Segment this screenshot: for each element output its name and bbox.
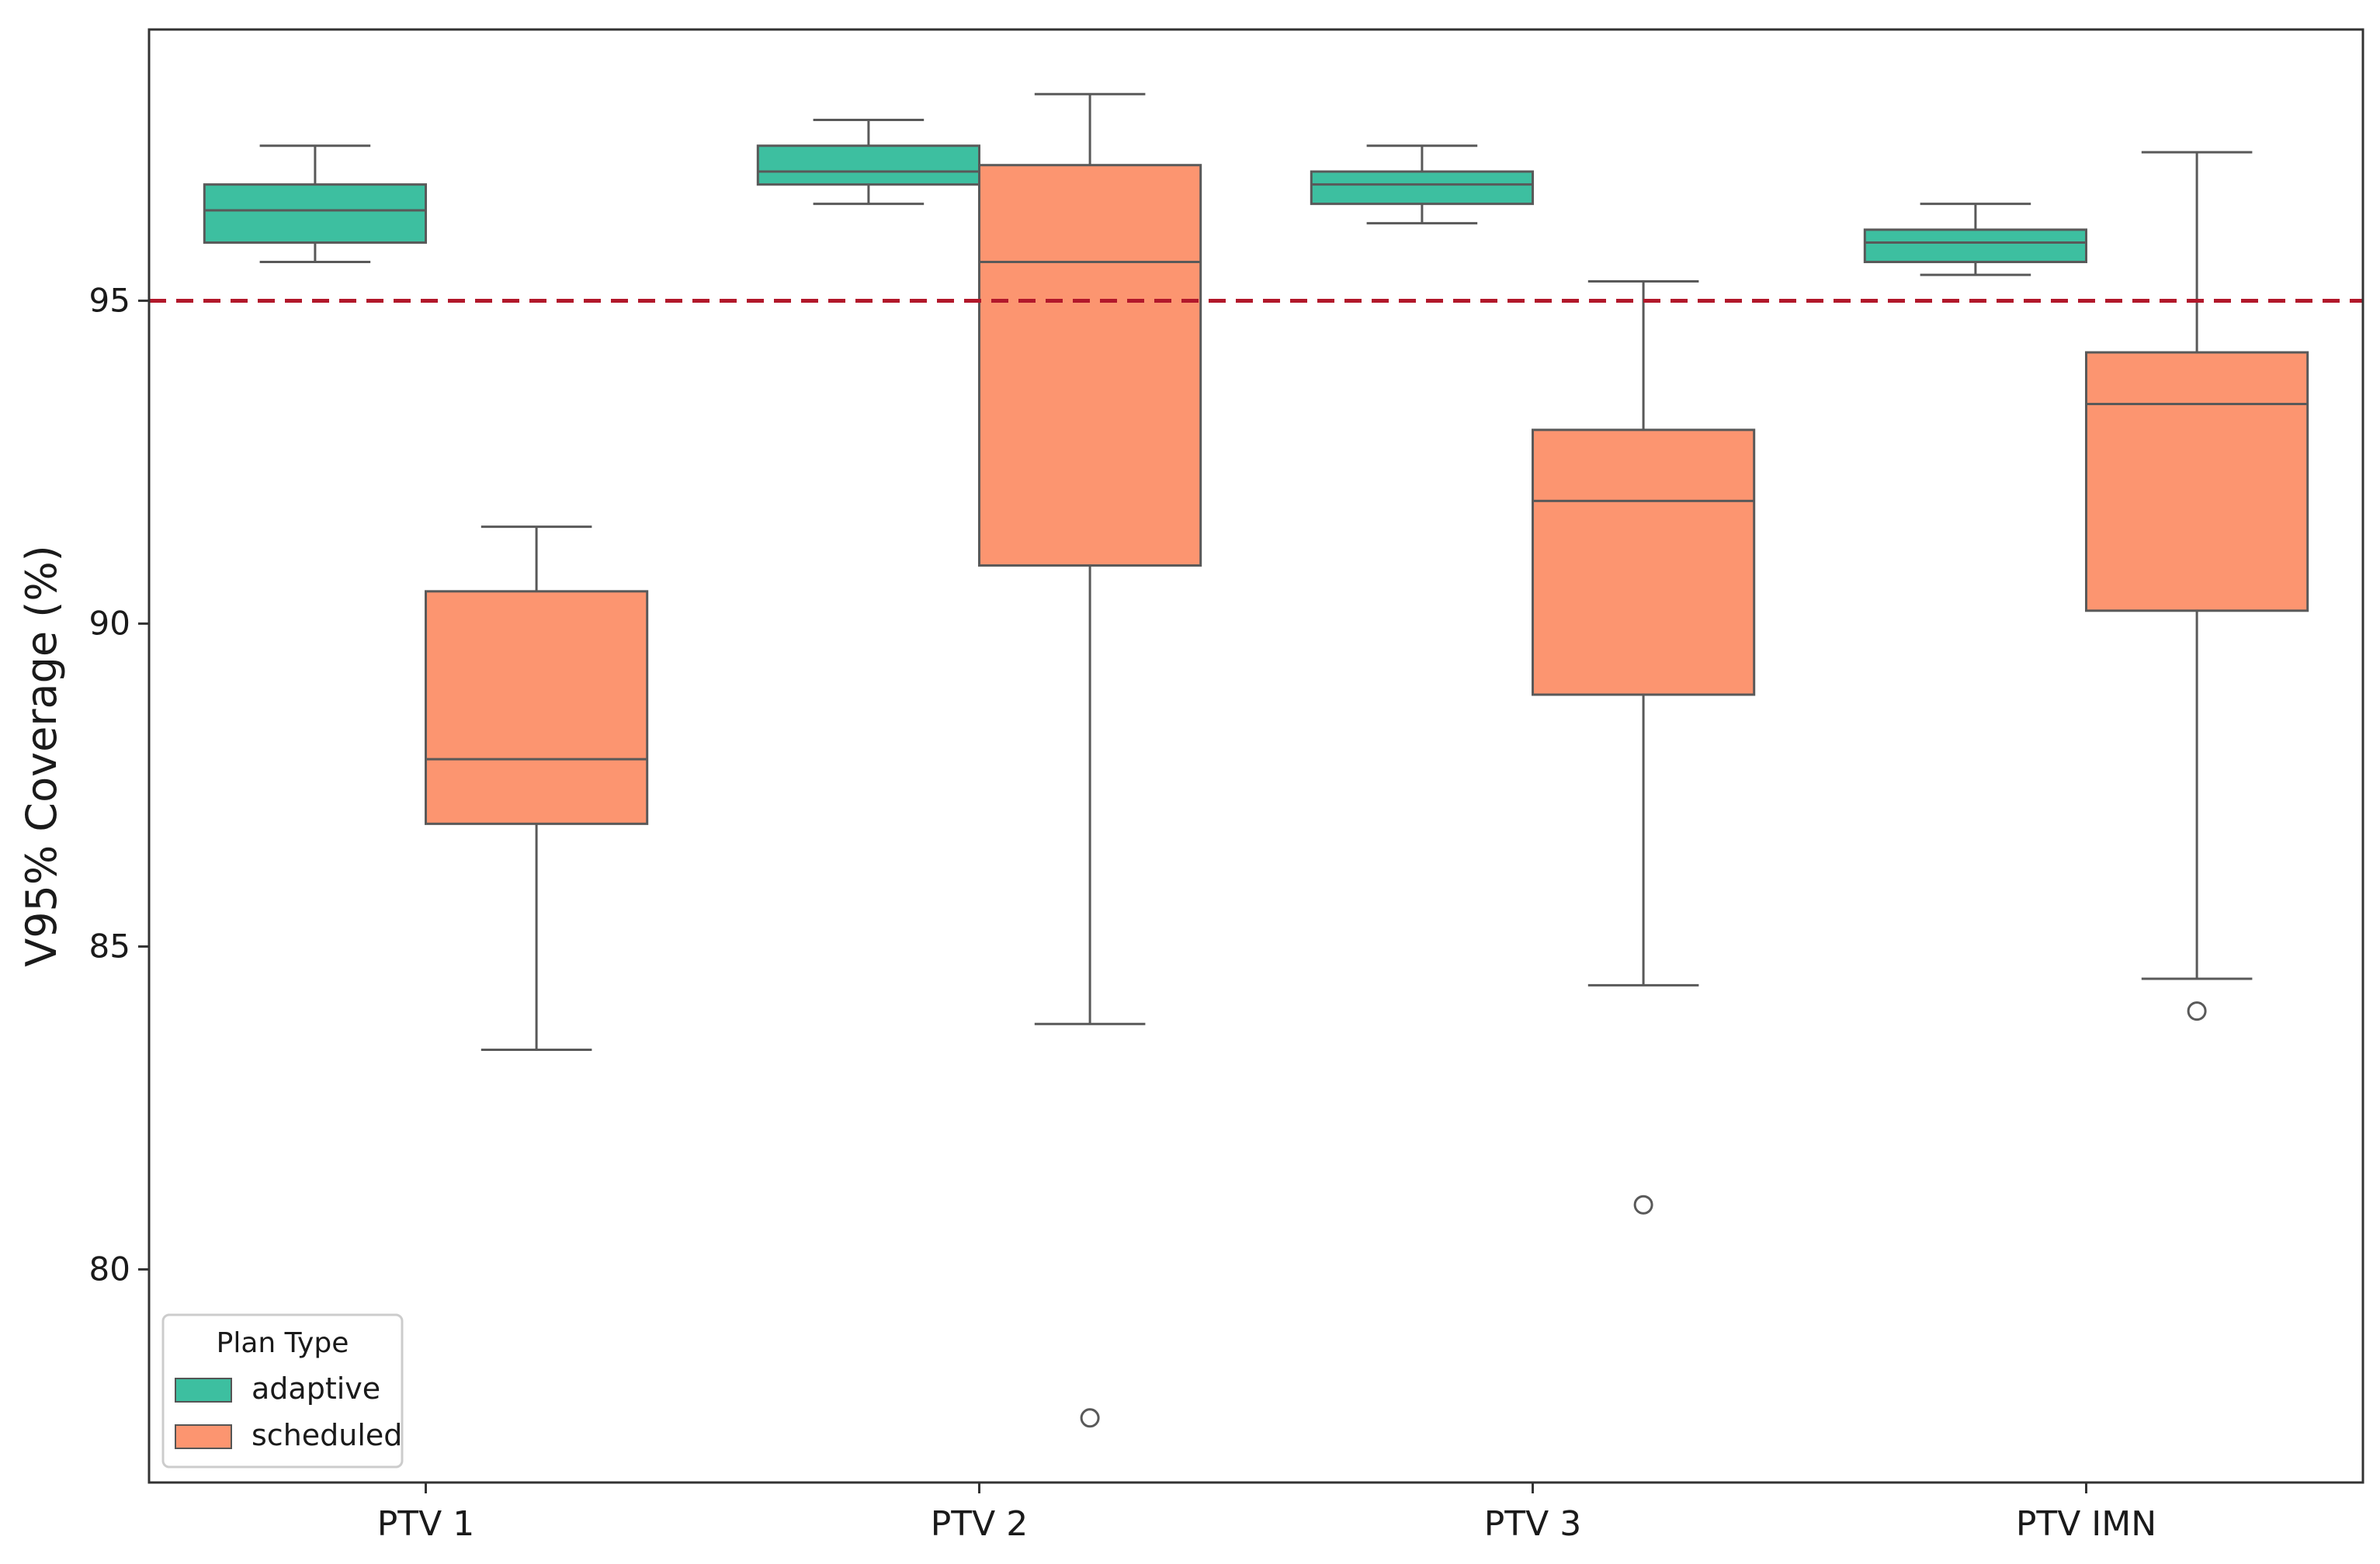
box-scheduled-ptv-1 <box>425 525 649 1052</box>
box-iqr <box>1863 228 2088 264</box>
y-tick-label: 85 <box>89 927 130 965</box>
x-tick-label: PTV 2 <box>931 1504 1029 1544</box>
box-iqr <box>1532 428 1756 696</box>
legend-title: Plan Type <box>217 1327 349 1359</box>
box-adaptive-ptv-2 <box>756 118 980 206</box>
y-tick-label: 90 <box>89 604 130 642</box>
outlier-point <box>1633 1195 1653 1215</box>
legend-label-adaptive: adaptive <box>252 1372 380 1406</box>
legend: Plan Type adaptive scheduled <box>161 1313 404 1469</box>
box-iqr <box>425 590 649 825</box>
box-adaptive-ptv-3 <box>1310 144 1535 225</box>
box-scheduled-ptv-3 <box>1532 279 1756 1215</box>
box-iqr <box>203 183 427 244</box>
box-iqr <box>1310 170 1535 206</box>
y-tick-label: 80 <box>89 1250 130 1288</box>
outlier-point <box>2187 1001 2207 1021</box>
box-iqr <box>2085 351 2309 612</box>
x-tick-label: PTV 3 <box>1484 1504 1582 1544</box>
box-scheduled-ptv-2 <box>978 92 1202 1428</box>
legend-swatch-adaptive <box>175 1378 232 1403</box>
x-axis: PTV 1 PTV 2 PTV 3 PTV IMN <box>377 1483 2156 1544</box>
y-tick-label: 95 <box>89 281 130 319</box>
box-iqr <box>978 164 1202 567</box>
box-iqr <box>756 144 980 186</box>
box-adaptive-ptv-imn <box>1863 203 2088 276</box>
box-adaptive-ptv-1 <box>203 144 427 264</box>
legend-swatch-scheduled <box>175 1424 232 1449</box>
x-tick-label: PTV IMN <box>2016 1504 2156 1544</box>
x-tick-label: PTV 1 <box>377 1504 475 1544</box>
boxes-layer <box>203 92 2309 1428</box>
legend-label-scheduled: scheduled <box>252 1418 402 1452</box>
y-axis-label: V95% Coverage (%) <box>17 545 66 966</box>
outlier-point <box>1080 1408 1100 1428</box>
y-axis: 80 85 90 95 <box>89 281 149 1288</box>
box-scheduled-ptv-imn <box>2085 151 2309 1021</box>
plot-frame <box>147 28 2364 1484</box>
